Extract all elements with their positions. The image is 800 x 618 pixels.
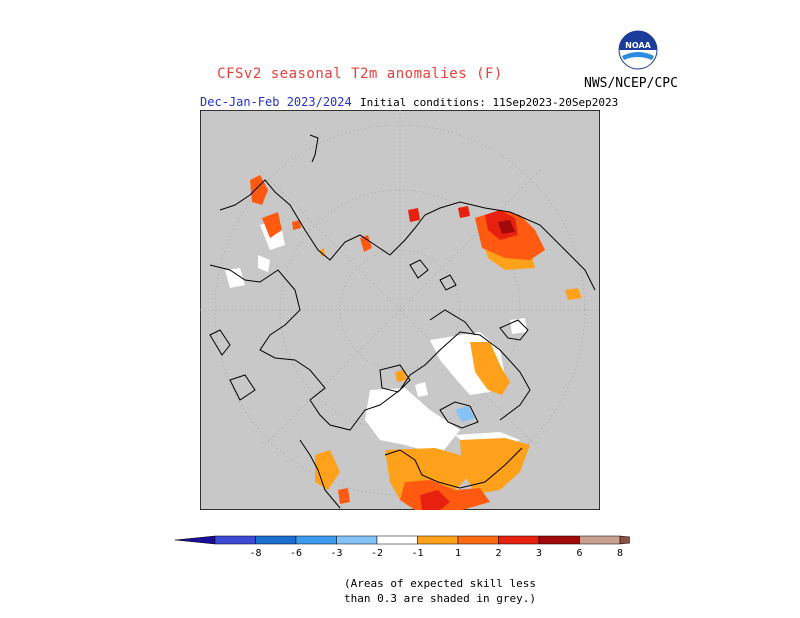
light-blue-areas	[455, 406, 475, 422]
skill-note-line2: than 0.3 are shaded in grey.)	[343, 592, 537, 605]
colorbar-tick-label: 6	[576, 548, 582, 559]
colorbar-segment	[579, 535, 621, 545]
colorbar-segment	[295, 535, 337, 545]
coastlines	[209, 134, 596, 509]
initial-conditions: Initial conditions: 11Sep2023-20Sep2023	[360, 96, 619, 109]
noaa-logo: NOAA	[618, 30, 658, 70]
colorbar-tick-label: -3	[330, 548, 342, 559]
colorbar-arrow-right	[619, 535, 661, 545]
org-label: NWS/NCEP/CPC	[584, 76, 678, 91]
colorbar-segment	[457, 535, 499, 545]
season-label: Dec-Jan-Feb 2023/2024	[200, 95, 352, 109]
colorbar-tick-label: -6	[290, 548, 302, 559]
chart-title: CFSv2 seasonal T2m anomalies (F)	[217, 66, 503, 82]
colorbar-tick-label: 2	[495, 548, 501, 559]
colorbar-tick-label: 1	[455, 548, 461, 559]
colorbar-tick-label: -1	[411, 548, 423, 559]
skill-note: (Areas of expected skill less than 0.3 a…	[340, 576, 540, 606]
dark-red-areas	[498, 220, 515, 234]
colorbar: -8 -6 -3 -2 -1 1 2 3 6 8	[170, 530, 661, 570]
colorbar-tick-label: -2	[371, 548, 383, 559]
anomaly-map	[199, 109, 601, 511]
colorbar-tick-label: -8	[249, 548, 261, 559]
colorbar-segment	[538, 535, 580, 545]
colorbar-tick-label: 8	[617, 548, 623, 559]
colorbar-segment	[498, 535, 540, 545]
colorbar-segment	[214, 535, 256, 545]
colorbar-segment	[336, 535, 378, 545]
logo-text: NOAA	[625, 41, 651, 50]
skill-note-line1: (Areas of expected skill less	[343, 577, 537, 590]
colorbar-tick-label: 3	[536, 548, 542, 559]
colorbar-segment	[376, 535, 418, 545]
colorbar-arrow-left	[174, 535, 216, 545]
colorbar-segment	[255, 535, 297, 545]
colorbar-segment	[417, 535, 459, 545]
